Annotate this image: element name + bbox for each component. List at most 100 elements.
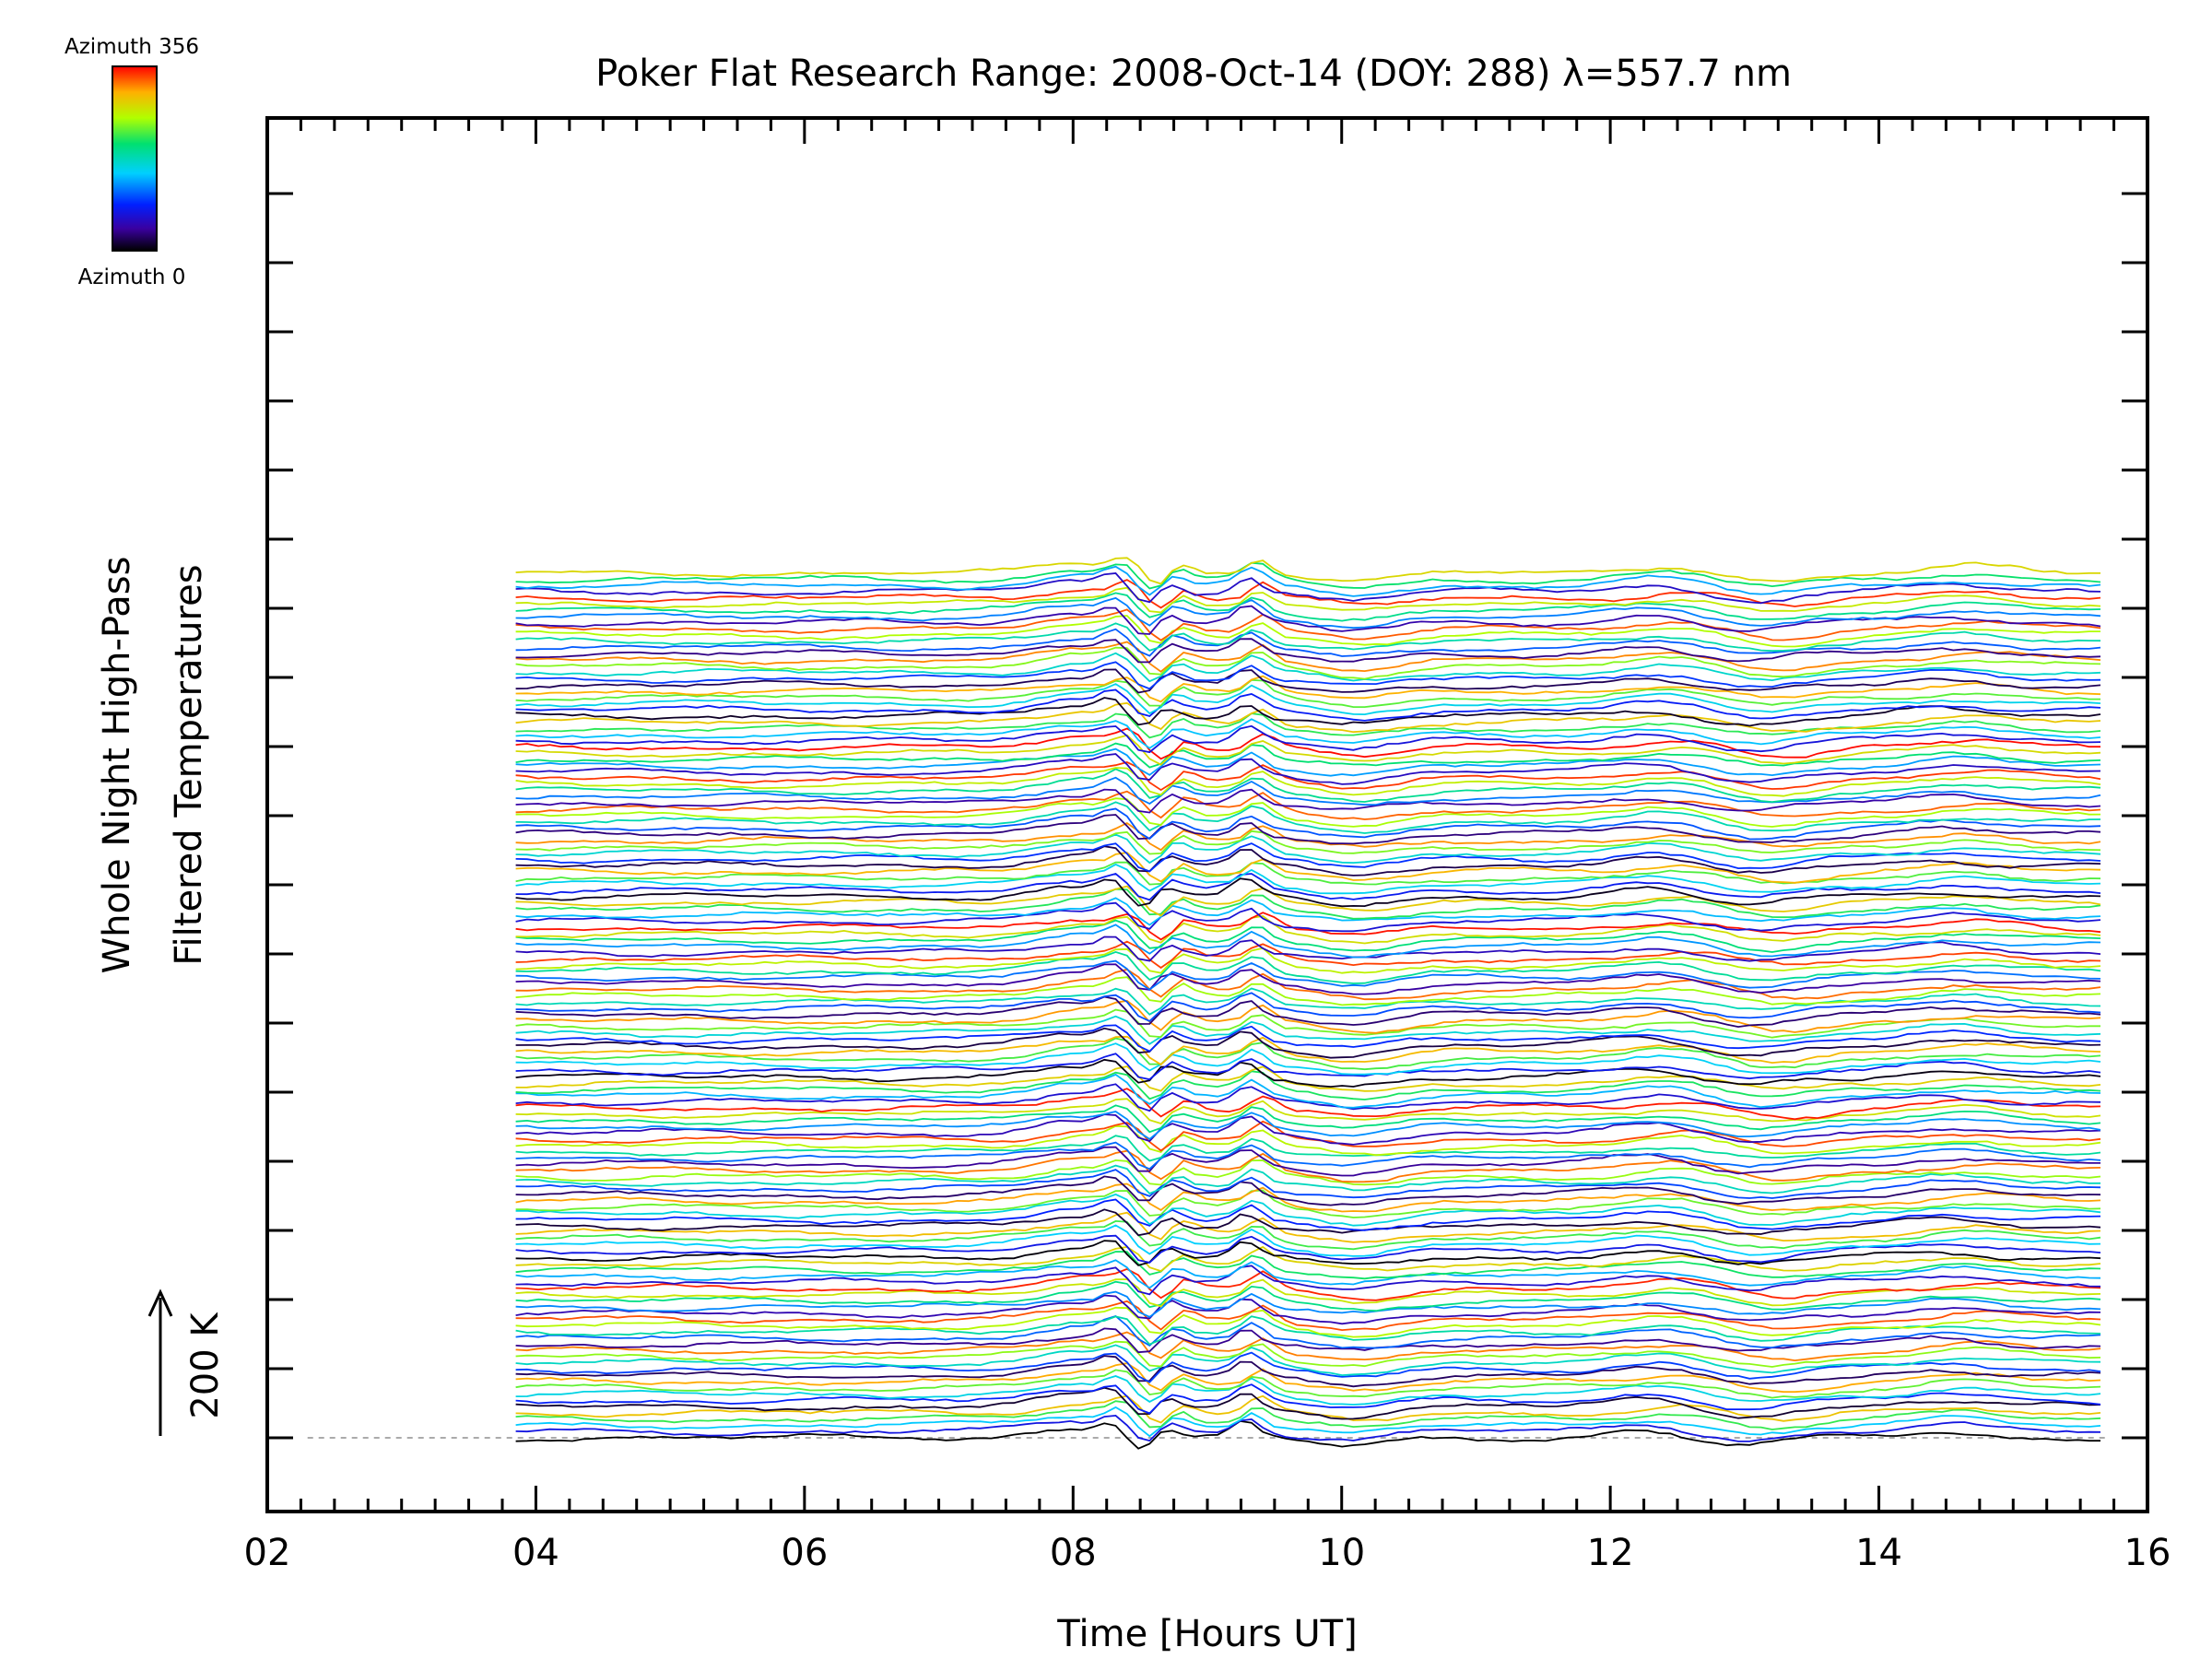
trace-line [515,1208,2101,1237]
trace-line [515,1267,2101,1301]
trace-line [515,1383,2101,1415]
trace-line [515,1290,2101,1318]
trace-line [515,565,2101,597]
trace-line [515,1327,2101,1354]
trace-line [515,995,2101,1029]
scale-bar-label: 200 K [184,1312,227,1419]
trace-line [515,701,2101,734]
trace-line [515,947,2101,974]
trace-line [515,1369,2101,1399]
trace-line [515,1070,2101,1100]
trace-line [515,646,2101,680]
trace-line [515,1234,2101,1264]
trace-line [515,873,2101,901]
axes-group: 02 04 06 08 10 12 14 16 [244,116,2171,1574]
trace-line [515,697,2101,727]
trace-line [515,1083,2101,1112]
trace-line [515,833,2101,865]
trace-line [515,586,2101,614]
trace-line [515,861,2101,886]
trace-line [515,608,2101,641]
trace-line [515,968,2101,1001]
trace-line [515,987,2101,1016]
trace-line [515,1135,2101,1162]
x-axis-label: Time [Hours UT] [1056,1613,1357,1655]
trace-line [515,1098,2101,1125]
trace-line [515,885,2101,917]
colorbar-top-label: Azimuth 356 [65,35,199,59]
trace-line [515,1251,2101,1280]
colorbar-bottom-label: Azimuth 0 [78,265,186,289]
x-tick-label: 02 [244,1532,291,1574]
trace-line [515,1259,2101,1289]
trace-line [515,1306,2101,1338]
trace-line [515,1015,2101,1045]
trace-line [515,605,2101,635]
y-axis-label: Whole Night High-Pass Filtered Temperatu… [96,557,210,974]
trace-line [515,638,2101,664]
x-tick-label: 08 [1050,1532,1097,1574]
trace-line [515,1104,2101,1134]
trace-line [515,797,2101,828]
trace-line [515,776,2101,806]
trace-line [515,940,2101,970]
trace-line [515,641,2101,673]
trace-line [515,1219,2101,1251]
trace-line [515,1240,2101,1266]
trace-line [515,1024,2101,1053]
x-tick-label: 10 [1318,1532,1365,1574]
trace-line [515,1344,2101,1377]
trace-line [515,1169,2101,1199]
trace-line [515,557,2100,585]
trace-line [515,1037,2101,1071]
trace-line [515,845,2101,877]
trace-line [515,897,2101,926]
trace-line [515,1193,2101,1227]
trace-line [515,761,2101,792]
trace-line [515,814,2101,845]
trace-line [515,747,2101,777]
trace-line [515,628,2101,657]
trace-line [515,727,2100,760]
trace-line [515,807,2101,841]
trace-line [515,734,2101,766]
trace-line [515,950,2101,984]
trace-line [515,579,2101,609]
trace-line [515,924,2101,959]
trace-line [515,652,2101,683]
trace-line [515,1265,2101,1296]
trace-line [515,963,2101,995]
trace-line [515,877,2101,908]
trace-line [515,1141,2101,1171]
trace-line [515,1394,2101,1424]
trace-line [515,912,2101,941]
trace-line [515,801,2101,834]
trace-line [515,1146,2100,1177]
trace-line [515,1300,2101,1332]
trace-line [515,1351,2101,1383]
y-axis-label-line2: Filtered Temperatures [168,564,210,965]
trace-line [515,901,2101,933]
trace-line [515,1058,2101,1088]
trace-line [515,1035,2101,1066]
trace-line [515,1042,2101,1076]
trace-line [515,1159,2101,1186]
trace-line [515,1406,2101,1438]
trace-line [515,959,2101,991]
trace-line [515,678,2100,708]
trace-line [515,1211,2101,1243]
colorbar: Azimuth 356 Azimuth 0 [65,35,199,289]
trace-line [515,1124,2101,1157]
trace-line [515,1053,2101,1081]
x-tick-label: 12 [1587,1532,1634,1574]
trace-line [515,596,2101,629]
trace-line [515,724,2101,754]
trace-line [515,1198,2101,1231]
x-tick-label: 16 [2124,1532,2171,1574]
trace-line [515,842,2101,873]
x-tick-label: 06 [781,1532,828,1574]
trace-line [515,1175,2101,1206]
x-tick-label: 14 [1855,1532,1902,1574]
trace-line [515,675,2101,703]
